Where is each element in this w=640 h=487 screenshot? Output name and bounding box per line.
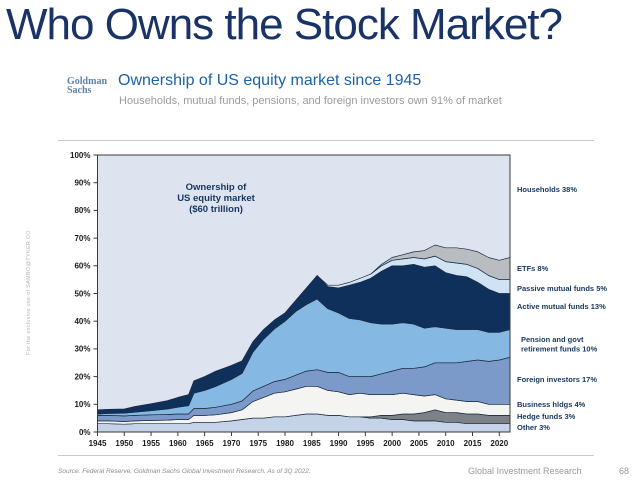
- chart-annotation: US equity market: [177, 193, 255, 204]
- legend-label-other-3: Other 3%: [517, 423, 550, 432]
- x-tick-label: 1990: [330, 439, 348, 448]
- legend-label-passive-mutual-funds-5: Passive mutual funds 5%: [517, 284, 607, 293]
- source-note: Source: Federal Reserve, Goldman Sachs G…: [58, 468, 311, 475]
- page-title: Who Owns the Stock Market?: [6, 0, 563, 49]
- x-tick-label: 1995: [356, 439, 374, 448]
- logo-line-2: Sachs: [67, 85, 92, 96]
- y-tick-label: 20%: [74, 372, 90, 381]
- y-tick-label: 10%: [74, 400, 90, 409]
- y-tick-label: 90%: [74, 179, 90, 188]
- x-tick-label: 1945: [89, 439, 107, 448]
- x-tick-label: 1985: [303, 439, 321, 448]
- x-tick-label: 1960: [169, 439, 187, 448]
- y-tick-label: 80%: [74, 206, 90, 215]
- logo-line-1: Goldman: [67, 76, 108, 87]
- legend-label-active-mutual-funds-13: Active mutual funds 13%: [517, 302, 606, 311]
- x-tick-label: 2005: [410, 439, 428, 448]
- legend-label-etfs-8: ETFs 8%: [517, 264, 549, 273]
- goldman-sachs-logo: Goldman Sachs: [67, 76, 108, 96]
- legend-label-hedge-funds-3: Hedge funds 3%: [517, 412, 576, 421]
- x-tick-label: 2015: [464, 439, 482, 448]
- legend-label-households-38: Households 38%: [517, 185, 577, 194]
- x-tick-label: 1980: [276, 439, 294, 448]
- x-tick-label: 1950: [115, 439, 133, 448]
- x-tick-label: 1970: [223, 439, 241, 448]
- y-tick-label: 60%: [74, 262, 90, 271]
- x-tick-label: 1955: [142, 439, 160, 448]
- legend-label-pension-and-govt-retirement-funds-10: Pension and govt: [521, 335, 584, 344]
- y-tick-label: 30%: [74, 345, 90, 354]
- footer-division-label: Global Investment Research: [468, 466, 582, 476]
- chart-subheading: Households, mutual funds, pensions, and …: [119, 95, 502, 107]
- y-tick-label: 100%: [70, 151, 90, 160]
- y-tick-label: 40%: [74, 317, 90, 326]
- chart-annotation: Ownership of: [186, 182, 248, 193]
- divider-top: [58, 140, 594, 141]
- x-tick-label: 2020: [490, 439, 508, 448]
- x-tick-label: 1965: [196, 439, 214, 448]
- x-tick-label: 2000: [383, 439, 401, 448]
- chart-annotation: ($60 trillion): [189, 204, 243, 215]
- x-tick-label: 2010: [437, 439, 455, 448]
- y-tick-label: 0%: [79, 428, 91, 437]
- divider-bottom: [58, 455, 594, 456]
- y-tick-label: 50%: [74, 289, 90, 298]
- legend-label-business-hldgs-4: Business hldgs 4%: [517, 400, 586, 409]
- chart-heading: Ownership of US equity market since 1945: [118, 72, 422, 89]
- page-number: 68: [619, 466, 630, 476]
- legend-label-foreign-investors-17: Foreign investors 17%: [517, 375, 597, 384]
- legend-label-pension-and-govt-retirement-funds-10: retirement funds 10%: [521, 345, 598, 354]
- x-tick-label: 1975: [249, 439, 267, 448]
- y-tick-label: 70%: [74, 234, 90, 243]
